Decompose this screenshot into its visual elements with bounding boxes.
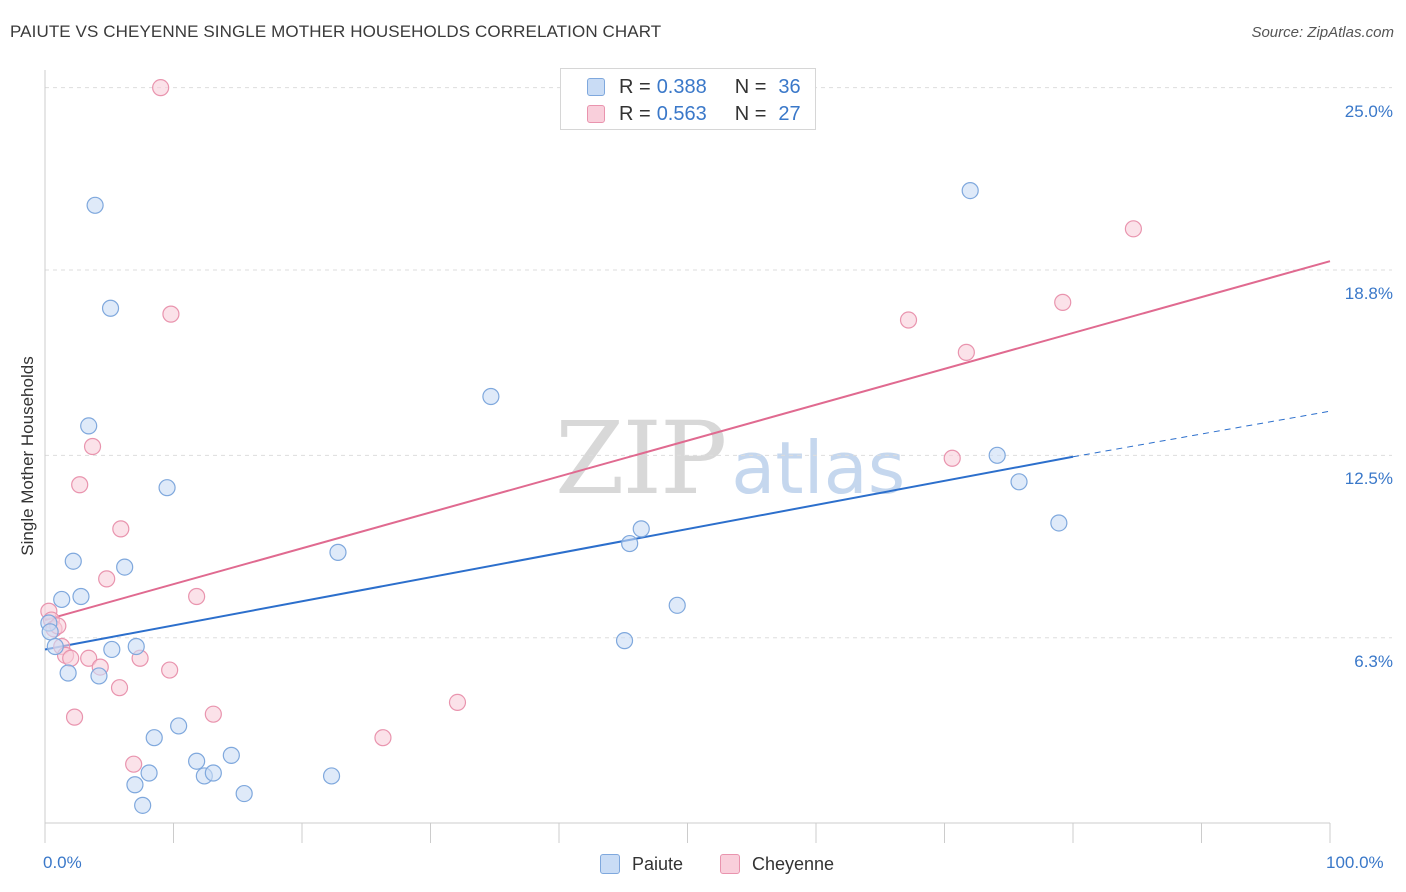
- y-axis-label: Single Mother Households: [18, 356, 37, 556]
- y-tick-label: 18.8%: [1344, 284, 1393, 304]
- r-value: 0.563: [656, 102, 707, 125]
- r-label: R =: [619, 75, 651, 98]
- r-value: 0.388: [656, 75, 707, 98]
- paiute-point: [322, 767, 341, 785]
- cheyenne-point: [1054, 293, 1072, 311]
- y-tick-label: 12.5%: [1344, 469, 1393, 489]
- grid-lines: [45, 87, 1392, 639]
- cheyenne-point: [112, 520, 130, 538]
- cheyenne-point: [162, 305, 180, 323]
- paiute-point: [482, 387, 500, 406]
- correlation-legend: R = 0.388 N = 36 R = 0.563 N = 27: [560, 68, 816, 130]
- legend-row-cheyenne: R = 0.563 N = 27: [587, 102, 801, 126]
- cheyenne-swatch: [587, 105, 605, 123]
- legend-item-cheyenne: Cheyenne: [720, 851, 834, 877]
- r-label: R =: [619, 102, 651, 125]
- paiute-point: [41, 623, 59, 641]
- paiute-point: [90, 667, 108, 685]
- cheyenne-point: [374, 729, 392, 747]
- legend-item-paiute: Paiute: [600, 851, 683, 877]
- paiute-point: [134, 796, 152, 814]
- paiute-point: [101, 299, 120, 317]
- cheyenne-point: [152, 79, 170, 97]
- paiute-point: [80, 417, 98, 435]
- n-value: 36: [778, 75, 801, 98]
- paiute-point: [222, 746, 240, 764]
- paiute-point: [46, 637, 64, 656]
- paiute-point: [126, 776, 144, 794]
- paiute-point: [59, 664, 77, 682]
- paiute-trend-line: [44, 455, 1074, 651]
- cheyenne-point: [110, 679, 129, 697]
- paiute-point: [988, 446, 1006, 464]
- paiute-point: [53, 590, 71, 609]
- paiute-point: [158, 479, 176, 497]
- cheyenne-point: [80, 649, 98, 667]
- cheyenne-point: [448, 693, 467, 712]
- cheyenne-point: [83, 437, 102, 456]
- cheyenne-point: [161, 661, 179, 679]
- cheyenne-point: [125, 755, 143, 773]
- paiute-point: [64, 552, 82, 570]
- paiute-point: [72, 587, 90, 606]
- cheyenne-point: [98, 570, 116, 588]
- paiute-point: [145, 729, 163, 747]
- cheyenne-point: [62, 649, 80, 667]
- n-label: N =: [734, 75, 767, 98]
- watermark-zip: ZIP: [555, 400, 727, 517]
- y-tick-label: 6.3%: [1354, 651, 1393, 671]
- paiute-point: [329, 543, 347, 561]
- watermark: ZIPatlas: [555, 400, 905, 517]
- cheyenne-point: [957, 343, 975, 361]
- legend-label-paiute: Paiute: [632, 853, 684, 874]
- x-tick-label-max: 100.0%: [1326, 853, 1384, 872]
- n-value: 27: [778, 102, 801, 125]
- paiute-swatch: [587, 78, 605, 96]
- chart-title: PAIUTE VS CHEYENNE SINGLE MOTHER HOUSEHO…: [10, 22, 662, 41]
- cheyenne-point: [65, 708, 84, 726]
- paiute-point: [632, 520, 650, 538]
- paiute-point: [204, 764, 222, 782]
- paiute-point: [188, 752, 206, 770]
- cheyenne-point: [1124, 220, 1142, 238]
- cheyenne-swatch: [720, 854, 740, 874]
- paiute-trend-extension: [1072, 410, 1331, 458]
- cheyenne-point: [899, 311, 918, 329]
- trend-lines: [44, 260, 1331, 651]
- y-tick-label: 25.0%: [1344, 101, 1393, 121]
- data-points: [40, 79, 1142, 814]
- paiute-point: [170, 717, 188, 735]
- cheyenne-point: [943, 449, 961, 467]
- paiute-point: [127, 637, 145, 656]
- paiute-point: [86, 196, 104, 214]
- cheyenne-trend-line: [44, 260, 1331, 622]
- axes: [44, 70, 1331, 843]
- legend-row-paiute: R = 0.388 N = 36: [587, 75, 801, 99]
- paiute-point: [235, 784, 253, 803]
- source-credit: Source: ZipAtlas.com: [1251, 24, 1394, 41]
- cheyenne-point: [188, 587, 206, 606]
- paiute-point: [668, 596, 686, 614]
- paiute-point: [961, 181, 979, 200]
- paiute-point: [103, 640, 121, 659]
- legend-label-cheyenne: Cheyenne: [752, 853, 835, 874]
- cheyenne-point: [204, 705, 222, 723]
- watermark-atlas: atlas: [731, 426, 906, 510]
- paiute-point: [621, 534, 639, 553]
- paiute-point: [116, 558, 134, 576]
- x-tick-label-min: 0.0%: [43, 853, 82, 872]
- n-label: N =: [734, 102, 767, 125]
- paiute-point: [615, 632, 634, 650]
- paiute-point: [1010, 473, 1028, 491]
- paiute-point: [1050, 514, 1068, 532]
- paiute-swatch: [600, 854, 620, 874]
- cheyenne-point: [71, 476, 89, 494]
- paiute-point: [140, 764, 158, 782]
